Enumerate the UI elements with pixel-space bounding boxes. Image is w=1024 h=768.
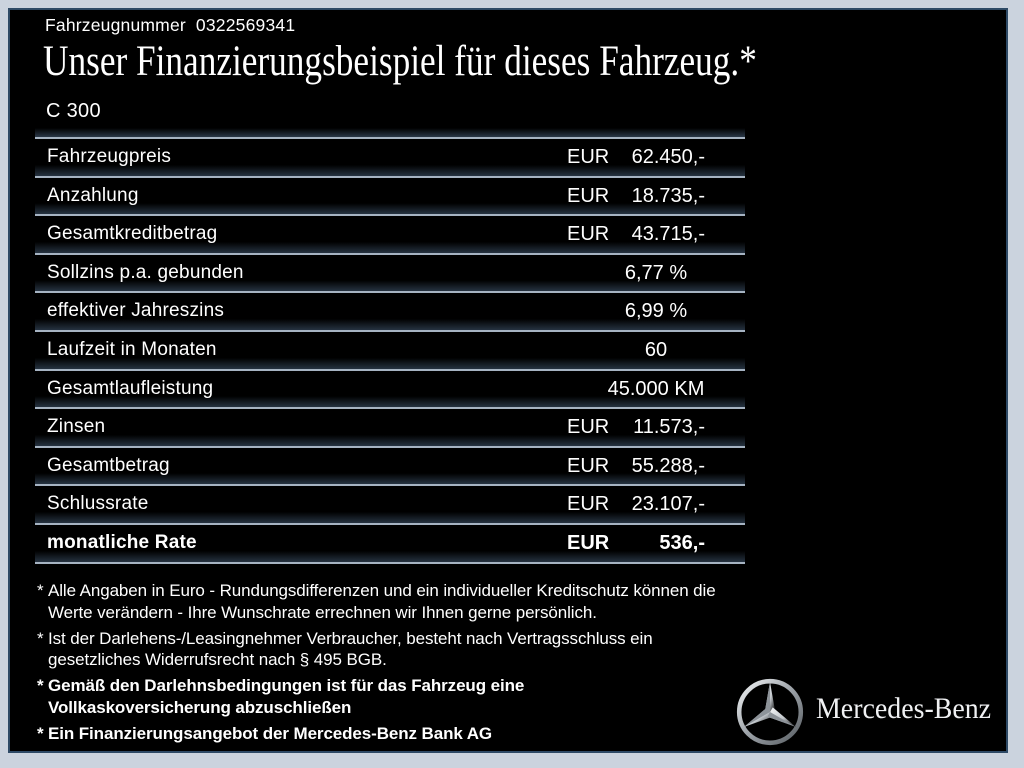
row-label: Gesamtkreditbetrag [47, 223, 218, 245]
row-label: Laufzeit in Monaten [47, 338, 217, 360]
finance-table: Fahrzeugpreis EUR 62.450,- Anzahlung EUR 18.7… [35, 137, 745, 564]
row-value-group: EUR 536,- [567, 525, 705, 562]
footnote: * Alle Angaben in Euro - Rundungsdifferen… [37, 580, 996, 623]
row-label: Gesamtlaufleistung [47, 377, 214, 399]
mercedes-star-icon [736, 678, 804, 746]
row-value: 23.107,- [631, 493, 705, 516]
row-currency: EUR [567, 531, 610, 554]
offer-panel: Fahrzeugnummer 0322569341 Unser Finanzie… [8, 8, 1008, 753]
page-title: Unser Finanzierungsbeispiel für dieses F… [43, 38, 757, 85]
table-row: Gesamtbetrag EUR 55.288,- [35, 445, 745, 485]
row-value-group: EUR 43.715,- [567, 216, 705, 253]
vehicle-number-line: Fahrzeugnummer 0322569341 [45, 15, 295, 36]
table-row: monatliche Rate EUR 536,- [35, 522, 745, 562]
table-top-glow [35, 128, 745, 137]
row-value: 536,- [659, 531, 705, 554]
table-row: Sollzins p.a. gebunden 6,77 % [35, 252, 745, 292]
footnote-marker: * [37, 628, 44, 648]
row-value: 11.573,- [633, 416, 705, 439]
model-name: C 300 [46, 100, 101, 122]
row-currency: EUR [567, 416, 610, 439]
table-row: Laufzeit in Monaten 60 [35, 329, 745, 369]
table-row: Zinsen EUR 11.573,- [35, 407, 745, 446]
row-currency: EUR [567, 223, 610, 246]
footnotes: * Alle Angaben in Euro - Rundungsdifferen… [37, 580, 996, 749]
table-row: effektiver Jahreszins 6,99 % [35, 291, 745, 330]
row-label: Zinsen [47, 416, 106, 438]
row-value: 55.288,- [631, 454, 705, 477]
row-value: 6,77 % [624, 261, 688, 284]
footnote-marker: * [37, 581, 44, 600]
row-label: monatliche Rate [47, 531, 197, 553]
vehicle-number-value: 0322569341 [195, 15, 296, 35]
row-value-group: EUR 55.288,- [567, 448, 705, 485]
footnote-text: Ein Finanzierungsangebot der Mercedes-Be… [48, 723, 493, 743]
row-value: 60 [644, 338, 668, 361]
brand-wordmark: Mercedes-Benz [816, 692, 992, 725]
row-value-group: EUR 11.573,- [567, 409, 705, 446]
row-label: Sollzins p.a. gebunden [47, 261, 244, 283]
footnote: * Gemäß den Darlehnsbedingungen ist für d… [37, 675, 996, 718]
footnote: * Ist der Darlehens-/Leasingnehmer Verbra… [37, 628, 996, 671]
row-currency: EUR [567, 454, 610, 477]
row-value: 43.715,- [631, 223, 705, 246]
table-row: Schlussrate EUR 23.107,- [35, 484, 745, 523]
table-row: Fahrzeugpreis EUR 62.450,- [35, 137, 745, 176]
footnote: * Ein Finanzierungsangebot der Mercedes-B… [37, 723, 996, 745]
table-row: Anzahlung EUR 18.735,- [35, 175, 745, 215]
footnote-text: Alle Angaben in Euro - Rundungsdifferenz… [48, 581, 716, 622]
row-value: 18.735,- [631, 184, 705, 207]
table-row: Gesamtlaufleistung 45.000 KM [35, 368, 745, 408]
footnote-marker: * [37, 723, 44, 743]
row-label: Anzahlung [47, 184, 139, 206]
footnote-text: Gemäß den Darlehnsbedingungen ist für da… [48, 676, 525, 717]
row-value-group: EUR 18.735,- [567, 178, 705, 215]
row-label: Fahrzeugpreis [47, 146, 172, 167]
vehicle-number-label: Fahrzeugnummer [45, 15, 186, 35]
row-currency: EUR [567, 184, 610, 207]
row-value: 45.000 KM [607, 377, 705, 400]
table-row: Gesamtkreditbetrag EUR 43.715,- [35, 214, 745, 253]
row-value-group: EUR 23.107,- [567, 486, 705, 523]
footnote-text: Ist der Darlehens-/Leasingnehmer Verbrau… [48, 628, 653, 670]
row-label: Schlussrate [47, 493, 149, 515]
row-value: 62.450,- [631, 146, 705, 168]
footnote-marker: * [37, 676, 44, 695]
row-label: effektiver Jahreszins [47, 300, 225, 322]
row-currency: EUR [567, 493, 610, 516]
row-value: 6,99 % [624, 300, 688, 323]
row-currency: EUR [567, 146, 610, 168]
row-value-group: EUR 62.450,- [567, 139, 705, 176]
row-label: Gesamtbetrag [47, 454, 170, 476]
